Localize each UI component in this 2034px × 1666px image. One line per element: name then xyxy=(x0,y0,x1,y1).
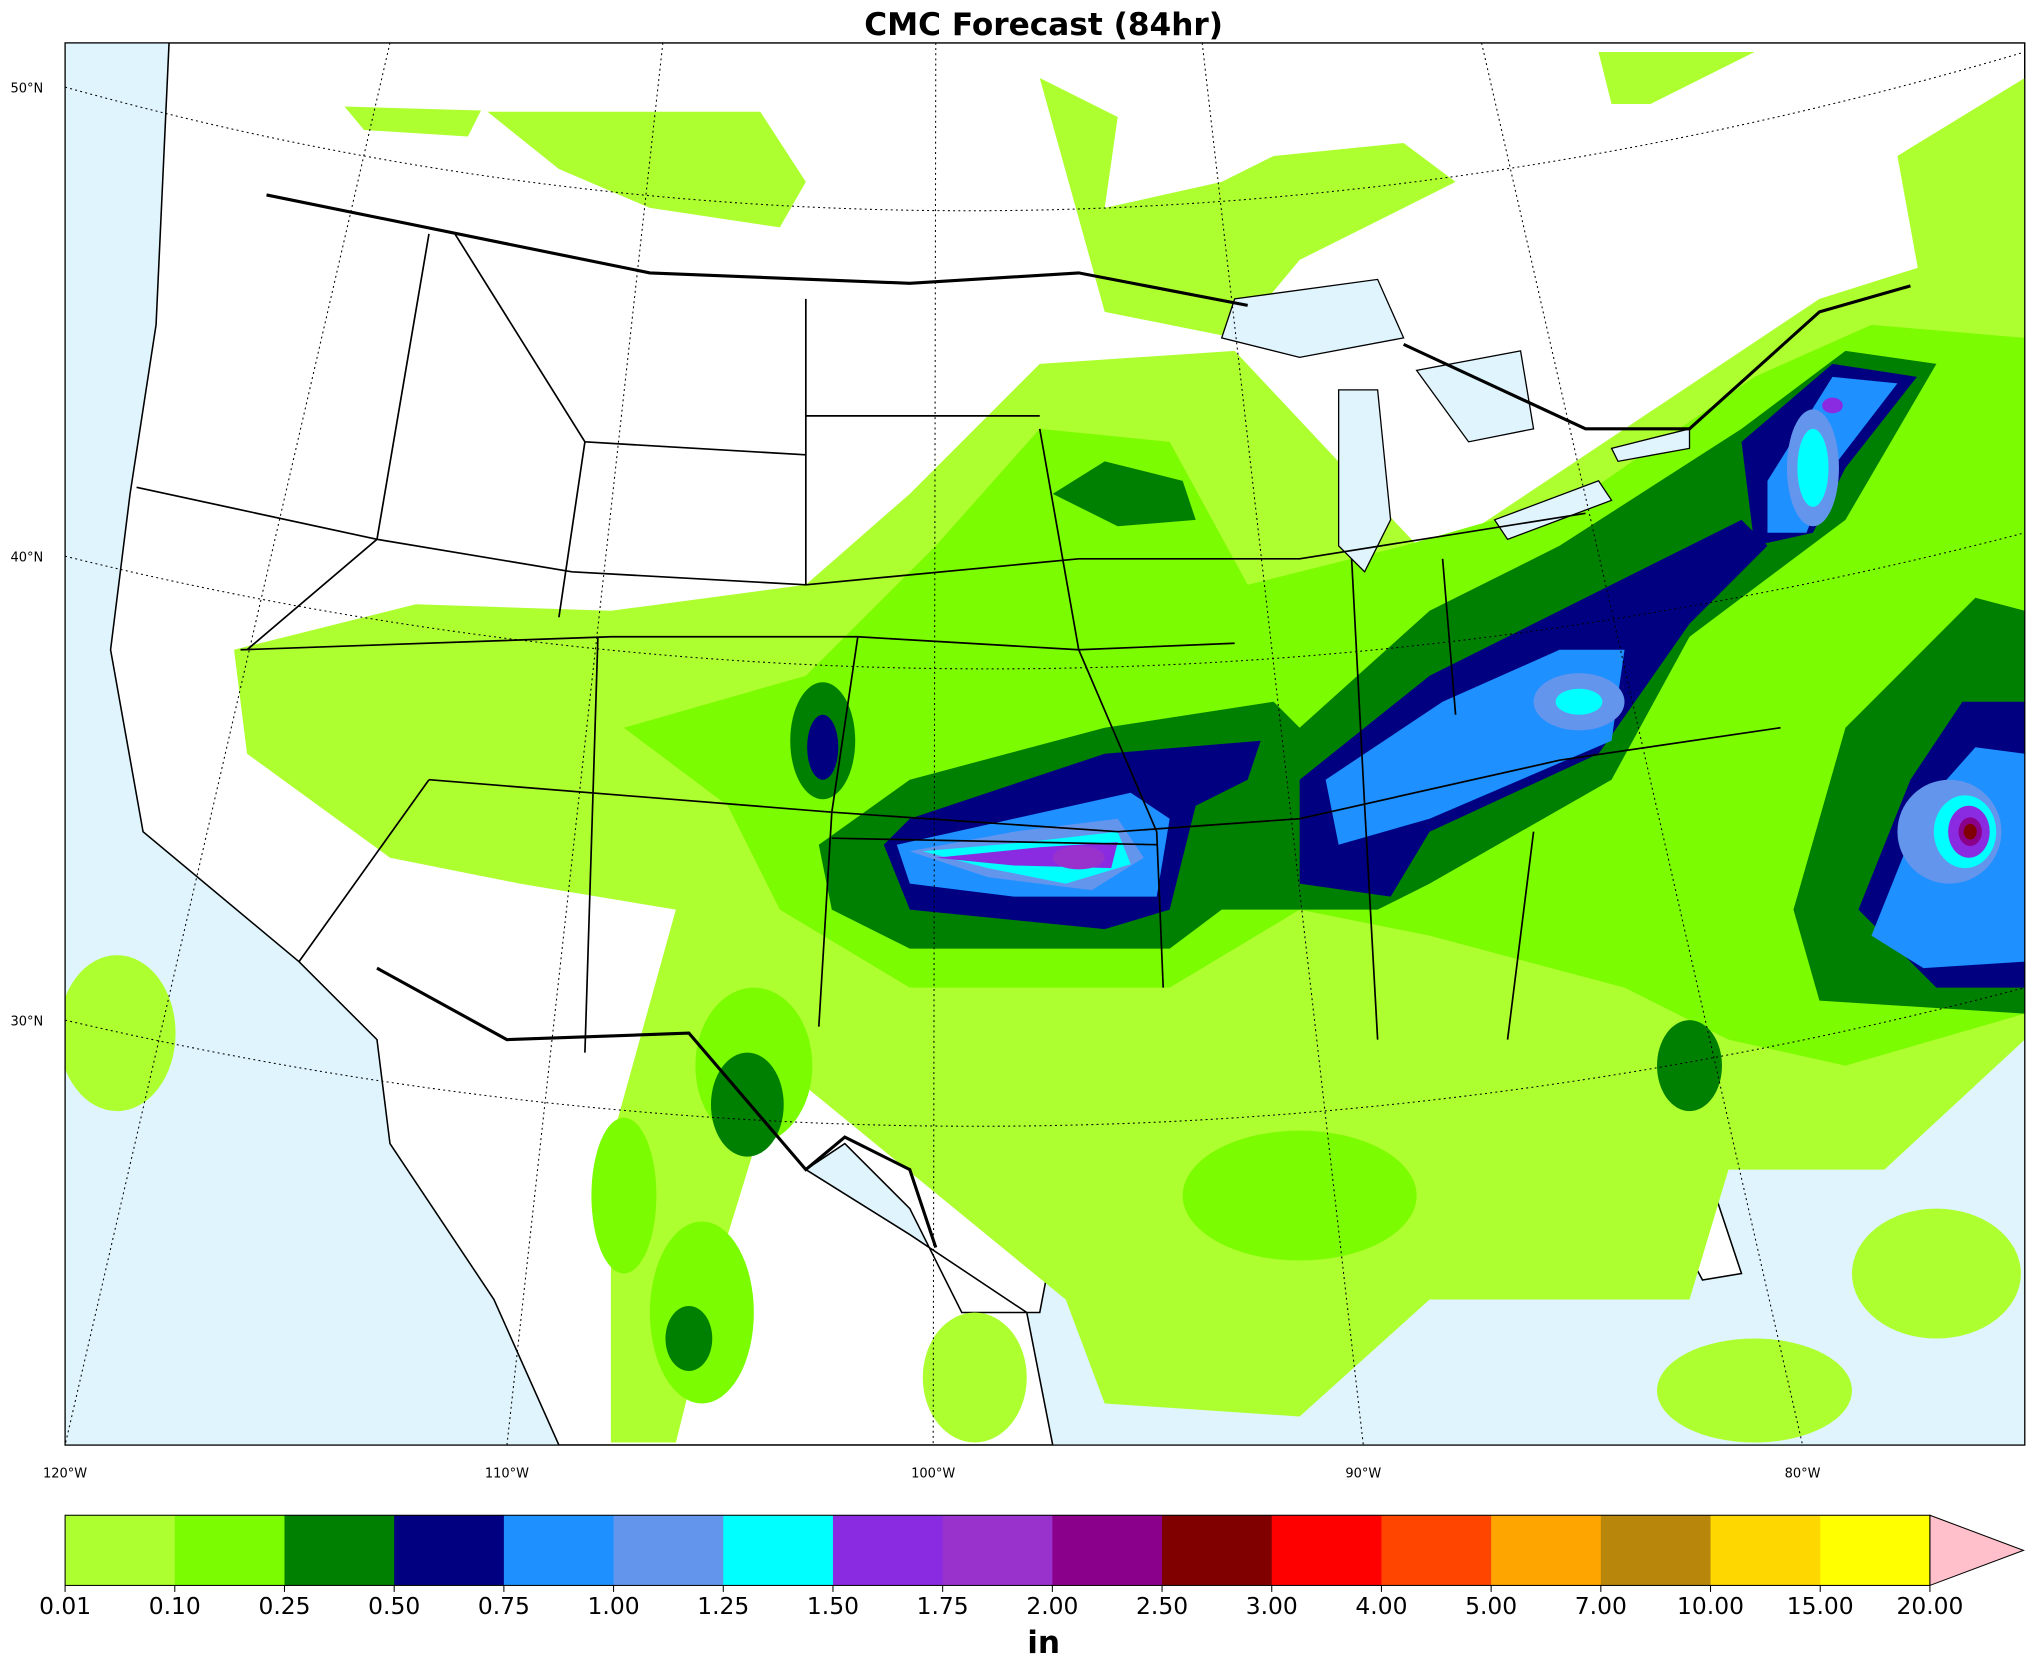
precip-area xyxy=(1555,688,1603,715)
colorbar-tick-label: 10.00 xyxy=(1677,1592,1744,1620)
colorbar-segment xyxy=(394,1515,505,1586)
precip-area xyxy=(1039,77,1456,338)
colorbar-segment xyxy=(1052,1515,1163,1586)
colorbar-tick-label: 1.25 xyxy=(697,1592,749,1620)
map-frame xyxy=(64,42,2026,1446)
precip-area xyxy=(807,714,839,780)
colorbar-segment xyxy=(1600,1515,1712,1586)
lat-label: 30°N xyxy=(11,1014,44,1029)
colorbar-segment xyxy=(1820,1515,1931,1586)
precip-area xyxy=(1963,823,1977,840)
colorbar-tick-label: 15.00 xyxy=(1787,1592,1854,1620)
lat-label: 50°N xyxy=(11,81,44,96)
colorbar-segment xyxy=(65,1515,176,1586)
colorbar-tick-label: 1.00 xyxy=(588,1592,640,1620)
colorbar-frame xyxy=(64,1514,1931,1586)
colorbar-tick-label: 2.50 xyxy=(1136,1592,1188,1620)
colorbar: 0.01 0.10 0.25 0.50 0.75 1.00 1.25 1.50 1.75 2.00… xyxy=(39,1514,2025,1620)
lon-label: 120°W xyxy=(43,1467,87,1482)
colorbar-tick-label: 1.50 xyxy=(807,1592,859,1620)
lon-label: 100°W xyxy=(911,1467,955,1482)
lake-superior xyxy=(1220,278,1405,359)
lon-label: 110°W xyxy=(485,1467,529,1482)
colorbar-tick-label: 7.00 xyxy=(1575,1592,1627,1620)
colorbar-tick-label: 3.00 xyxy=(1246,1592,1298,1620)
precip-area xyxy=(591,1117,657,1274)
lon-label: 80°W xyxy=(1785,1467,1821,1482)
map-area xyxy=(65,42,2025,1446)
precip-area xyxy=(1598,51,1755,104)
us-canada-border-east xyxy=(1402,284,1911,431)
lake-ontario xyxy=(1610,428,1691,463)
colorbar-tick-label: 5.00 xyxy=(1465,1592,1517,1620)
boundaries xyxy=(136,193,1911,1249)
precip-area xyxy=(487,111,806,228)
lon-label: 90°W xyxy=(1345,1467,1381,1482)
precip-area xyxy=(1822,397,1843,414)
precip-area xyxy=(1507,1163,1612,1255)
precip-area xyxy=(1052,461,1196,527)
colorbar-segment xyxy=(1381,1515,1492,1586)
lon-labels: 120°W 110°W 100°W 90°W 80°W xyxy=(43,1467,1821,1482)
colorbar-segment xyxy=(723,1515,834,1586)
lake-huron xyxy=(1415,350,1535,443)
graticule xyxy=(65,42,2025,1446)
colorbar-label: in xyxy=(1027,1625,1060,1661)
map-title: CMC Forecast (84hr) xyxy=(864,7,1223,43)
colorbar-tick-label: 4.00 xyxy=(1355,1592,1407,1620)
colorbar-tick-label: 20.00 xyxy=(1896,1592,1963,1620)
colorbar-tick-label: 0.25 xyxy=(258,1592,310,1620)
colorbar-segment xyxy=(503,1515,615,1586)
colorbar-segment xyxy=(284,1515,395,1586)
precip-layer xyxy=(65,51,2025,1443)
precip-area xyxy=(922,1312,1027,1443)
colorbar-segment xyxy=(174,1515,286,1586)
precip-area xyxy=(1182,1130,1417,1261)
colorbar-tick-label: 0.01 xyxy=(39,1592,91,1620)
precip-area xyxy=(665,1306,713,1372)
colorbar-segment xyxy=(1710,1515,1821,1586)
precip-area xyxy=(1897,77,2025,299)
colorbar-tick-label: 0.50 xyxy=(368,1592,420,1620)
colorbar-segment xyxy=(832,1515,944,1586)
lat-label: 40°N xyxy=(11,550,44,565)
lake-erie xyxy=(1493,480,1613,541)
us-canada-border xyxy=(266,193,1248,307)
us-mexico-border xyxy=(376,966,938,1249)
precip-area xyxy=(1052,845,1105,870)
colorbar-tick-label: 1.75 xyxy=(917,1592,969,1620)
colorbar-segment xyxy=(613,1515,724,1586)
precip-area xyxy=(1657,1338,1852,1443)
colorbar-tick-label: 0.75 xyxy=(478,1592,530,1620)
colorbar-segment xyxy=(1491,1515,1602,1586)
colorbar-extend xyxy=(1929,1514,2025,1587)
precip-area xyxy=(1851,1208,2021,1339)
colorbar-segment xyxy=(1162,1515,1273,1586)
great-lakes xyxy=(1220,278,1691,573)
colorbar-segment xyxy=(942,1515,1054,1586)
colorbar-segment xyxy=(1271,1515,1383,1586)
colorbar-tick-label: 0.10 xyxy=(149,1592,201,1620)
precip-area xyxy=(1797,428,1829,507)
precip-area xyxy=(1657,1020,1722,1112)
precip-area xyxy=(344,106,481,137)
colorbar-tick-label: 2.00 xyxy=(1026,1592,1078,1620)
precip-area xyxy=(65,955,176,1112)
precip-area xyxy=(710,1052,784,1157)
lat-labels: 50°N 40°N 30°N xyxy=(11,81,44,1029)
